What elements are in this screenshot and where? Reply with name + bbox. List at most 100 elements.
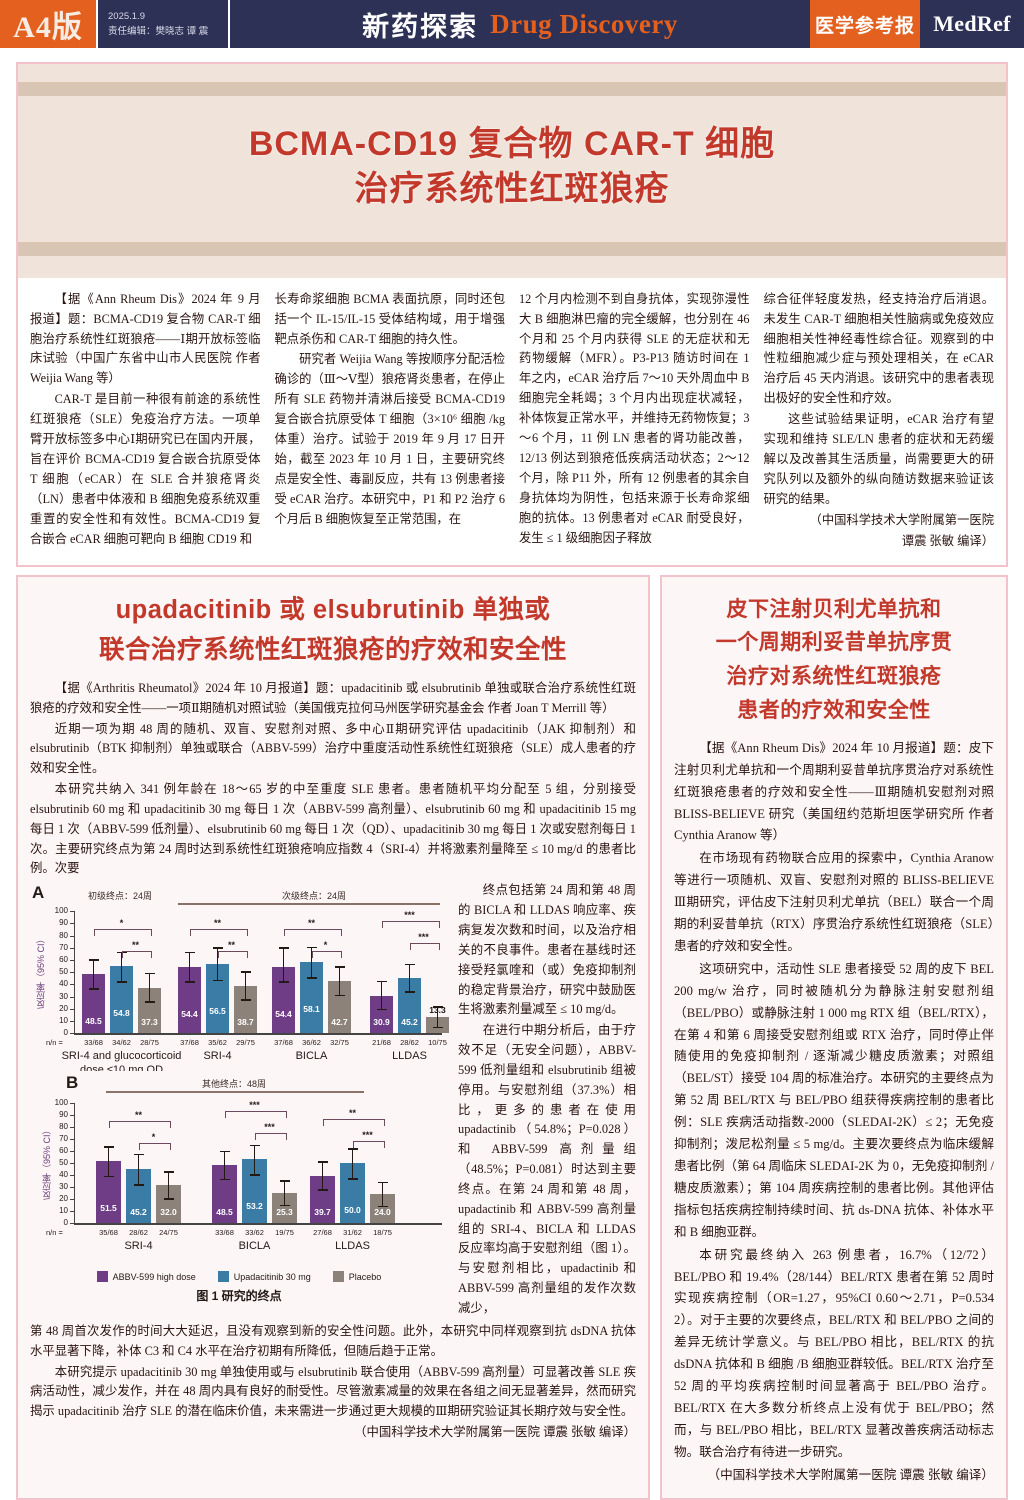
y-axis-tick bbox=[70, 911, 74, 913]
y-axis-tick-label: 40 bbox=[59, 979, 68, 989]
legend-item: Placebo bbox=[332, 1271, 381, 1283]
y-axis-tick-label: 20 bbox=[59, 1194, 68, 1204]
y-axis-tick bbox=[70, 996, 74, 998]
section-title: 新药探索 Drug Discovery bbox=[228, 0, 810, 48]
y-axis-tick bbox=[70, 1103, 74, 1105]
y-axis-tick-label: 80 bbox=[59, 1122, 68, 1132]
editors-line: 责任编辑：樊晓志 谭 震 bbox=[108, 26, 209, 37]
y-axis-tick bbox=[70, 1033, 74, 1035]
y-axis-tick-label: 50 bbox=[59, 1158, 68, 1168]
error-bar-cap bbox=[184, 981, 195, 984]
article1-headline-block: BCMA-CD19 复合物 CAR-T 细胞 治疗系统性红斑狼疮 bbox=[18, 64, 1006, 278]
article1-column-1: 【据《Ann Rheum Dis》2024 年 9 月报道】题：BCMA-CD1… bbox=[30, 290, 261, 553]
bar bbox=[138, 987, 161, 1034]
paragraph: 本研究最终纳入 263 例患者，16.7%（12/72）BEL/PBO 和 19… bbox=[674, 1247, 994, 1459]
significance-bracket bbox=[189, 929, 248, 937]
error-bar-cap bbox=[133, 1153, 144, 1156]
y-axis-tick bbox=[70, 1127, 74, 1129]
error-bar bbox=[436, 1006, 439, 1027]
error-bar-cap bbox=[144, 972, 155, 975]
error-bar-cap bbox=[404, 963, 415, 966]
significance-bracket bbox=[283, 929, 342, 937]
article3-title-line3: 治疗对系统性红斑狼疮 bbox=[726, 665, 942, 689]
significance-stars: *** bbox=[264, 1122, 275, 1133]
significance-bracket bbox=[322, 1119, 385, 1127]
error-bar-cap bbox=[212, 947, 223, 949]
error-bar bbox=[107, 1146, 110, 1176]
significance-stars: ** bbox=[307, 918, 315, 929]
bar bbox=[370, 995, 393, 1034]
category-label: SRI-4 bbox=[203, 1050, 232, 1063]
error-bar bbox=[380, 980, 383, 1009]
error-bar-cap bbox=[163, 1171, 174, 1173]
bar bbox=[328, 981, 351, 1034]
y-axis-tick-label: 0 bbox=[63, 1028, 68, 1038]
y-axis-tick-label: 80 bbox=[59, 930, 68, 940]
section-title-en: Drug Discovery bbox=[490, 8, 678, 39]
y-axis-tick-label: 70 bbox=[59, 942, 68, 952]
paragraph: 综合征伴轻度发热，经支持治疗后消退。未发生 CAR-T 细胞相关性脑病或免疫效应… bbox=[763, 291, 995, 406]
error-bar bbox=[216, 947, 219, 980]
legend-label: ABBV-599 high dose bbox=[112, 1271, 196, 1282]
error-bar bbox=[223, 1150, 226, 1179]
error-bar-cap bbox=[317, 1161, 328, 1164]
significance-stars: * bbox=[323, 940, 328, 951]
error-bar-cap bbox=[219, 1150, 230, 1153]
y-axis-line bbox=[74, 1103, 76, 1225]
error-bar bbox=[321, 1161, 324, 1190]
chart-legend: ABBV-599 high dose Upadacitinib 30 mg Plac… bbox=[30, 1271, 448, 1283]
group-rule bbox=[106, 1091, 364, 1093]
error-bar bbox=[188, 951, 191, 982]
bar-n-label: 36/62 bbox=[302, 1038, 321, 1048]
y-axis-tick-label: 30 bbox=[59, 1182, 68, 1192]
error-bar-cap bbox=[144, 1000, 155, 1003]
bar-value-label: 38.7 bbox=[237, 1017, 254, 1028]
error-bar-cap bbox=[133, 1184, 144, 1186]
bar-value-label: 30.9 bbox=[373, 1017, 390, 1028]
error-bar-cap bbox=[278, 981, 289, 984]
y-axis-tick-label: 60 bbox=[59, 955, 68, 965]
article2-middle-column: 终点包括第 24 周和第 48 周的 BICLA 和 LLDAS 响应率、疾病复… bbox=[458, 881, 636, 1320]
y-axis-tick bbox=[70, 947, 74, 949]
error-bar bbox=[167, 1171, 170, 1199]
y-axis-tick bbox=[70, 1199, 74, 1201]
nn-axis-label: n/n = bbox=[46, 1228, 63, 1238]
section-title-cn: 新药探索 bbox=[362, 11, 479, 42]
y-axis-tick-label: 100 bbox=[54, 906, 68, 916]
bar-value-label: 54.8 bbox=[113, 1008, 130, 1019]
category-label: BICLA bbox=[238, 1240, 271, 1253]
bar-n-label: 10/75 bbox=[428, 1038, 447, 1048]
error-bar-cap bbox=[376, 1008, 387, 1011]
significance-bracket bbox=[138, 1143, 171, 1151]
error-bar bbox=[92, 959, 95, 989]
bar-value-label: 45.2 bbox=[130, 1207, 147, 1218]
y-axis-tick bbox=[70, 960, 74, 962]
masthead: A4版 2025.1.9 责任编辑：樊晓志 谭 震 新药探索 Drug Disc… bbox=[0, 0, 1024, 48]
error-bar-cap bbox=[249, 1144, 260, 1147]
paragraph: 本研究提示 upadacitinib 30 mg 单独使用或与 elsubrut… bbox=[30, 1364, 636, 1419]
significance-stars: ** bbox=[227, 940, 235, 951]
error-bar-cap bbox=[103, 1146, 114, 1149]
paragraph: 这些试验结果证明，eCAR 治疗有望实现和维持 SLE/LN 患者的症状和无药缓… bbox=[763, 412, 995, 506]
article-car-t: BCMA-CD19 复合物 CAR-T 细胞 治疗系统性红斑狼疮 【据《Ann … bbox=[16, 62, 1008, 567]
bar-value-label: 50.0 bbox=[344, 1205, 361, 1216]
error-bar bbox=[244, 971, 247, 1000]
x-axis-line bbox=[74, 1033, 442, 1035]
y-axis-tick-label: 40 bbox=[59, 1170, 68, 1180]
error-bar bbox=[120, 951, 123, 982]
article3-body: 【据《Ann Rheum Dis》2024 年 10 月报道】题：皮下注射贝利尤… bbox=[674, 738, 994, 1487]
bar bbox=[82, 974, 105, 1034]
bar-value-label: 56.5 bbox=[209, 1006, 226, 1017]
article2-intro: 【据《Arthritis Rheumatol》2024 年 10 月报道】题：u… bbox=[30, 679, 636, 879]
y-axis-tick-label: 60 bbox=[59, 1146, 68, 1156]
group-header: 其他终点：48周 bbox=[202, 1079, 267, 1090]
bar-n-label: 28/75 bbox=[140, 1038, 159, 1048]
significance-stars: *** bbox=[362, 1130, 373, 1141]
error-bar bbox=[253, 1144, 256, 1175]
bar-value-label: 53.2 bbox=[246, 1201, 263, 1212]
bar-n-label: 18/75 bbox=[373, 1228, 392, 1238]
paragraph: 在进行中期分析后，由于疗效不足（无安全问题），ABBV-599 低剂量组和 el… bbox=[458, 1023, 636, 1315]
article-belimumab: 皮下注射贝利尤单抗和 一个周期利妥昔单抗序贯 治疗对系统性红斑狼疮 患者的疗效和… bbox=[660, 574, 1008, 1500]
y-axis-tick-label: 50 bbox=[59, 967, 68, 977]
